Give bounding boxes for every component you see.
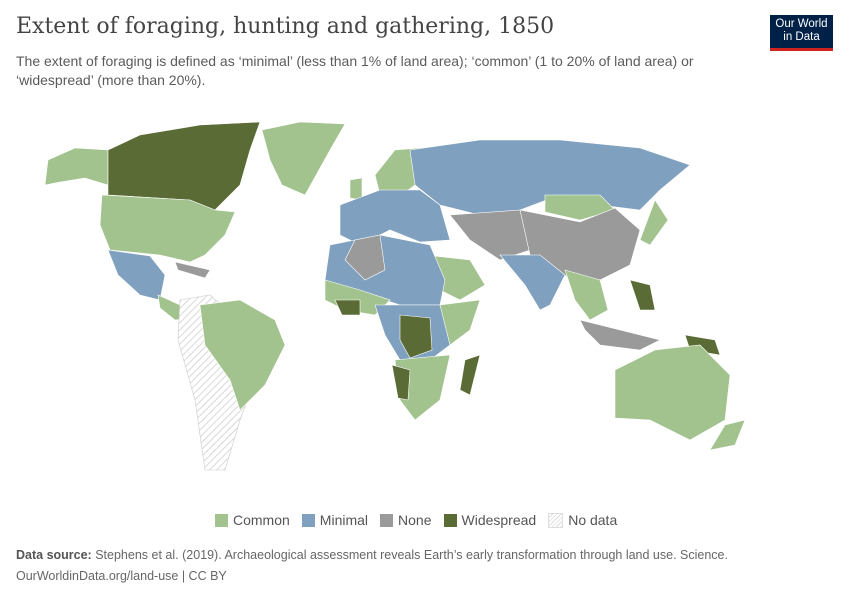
legend-item-minimal[interactable]: Minimal [301, 512, 368, 528]
region-mexico[interactable] [107, 249, 166, 301]
region-alaska[interactable] [44, 147, 109, 186]
chart-subtitle: The extent of foraging is defined as ‘mi… [16, 53, 694, 88]
region-usa[interactable] [99, 194, 236, 263]
chart-title: Extent of foraging, hunting and gatherin… [16, 14, 555, 39]
region-greenland[interactable] [261, 121, 346, 196]
region-congo[interactable] [399, 314, 433, 359]
world-map [44, 121, 746, 471]
legend-swatch [301, 513, 315, 527]
region-russia[interactable] [409, 139, 691, 216]
region-ivory-coast[interactable] [334, 299, 361, 316]
region-new-zealand[interactable] [709, 419, 746, 451]
legend-swatch [215, 513, 228, 527]
region-se-asia[interactable] [564, 269, 609, 321]
region-japan[interactable] [639, 199, 669, 246]
region-philippines[interactable] [629, 279, 656, 311]
region-india[interactable] [499, 254, 566, 311]
legend-swatch [380, 513, 394, 527]
data-source: Data source: Stephens et al. (2019). Arc… [16, 548, 728, 562]
region-namibia[interactable] [391, 364, 411, 401]
region-uk[interactable] [349, 177, 363, 201]
region-caribbean[interactable] [174, 261, 211, 279]
legend-swatch [443, 513, 457, 527]
legend-item-common[interactable]: Common [215, 512, 290, 528]
region-brazil[interactable] [199, 299, 286, 411]
region-madagascar[interactable] [459, 354, 481, 396]
owid-logo[interactable]: Our World in Data [770, 15, 833, 51]
legend-item-no_data[interactable]: No data [548, 512, 617, 528]
legend: Common Minimal None Widespread No data [215, 512, 617, 528]
region-europe[interactable] [339, 189, 451, 246]
legend-item-widespread[interactable]: Widespread [443, 512, 536, 528]
region-australia[interactable] [614, 344, 731, 441]
region-algeria[interactable] [344, 234, 386, 281]
footer-url[interactable]: OurWorldinData.org/land-use | CC BY [16, 569, 227, 583]
legend-swatch [548, 512, 564, 528]
region-indonesia[interactable] [579, 319, 661, 351]
legend-item-none[interactable]: None [380, 512, 432, 528]
